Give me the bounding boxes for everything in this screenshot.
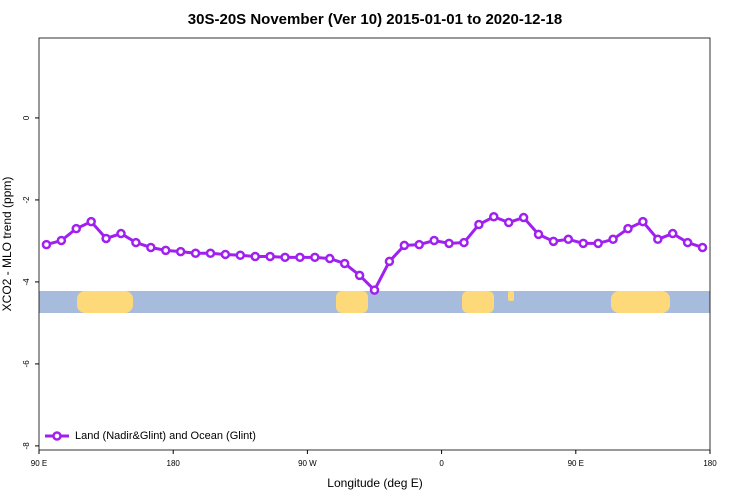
point	[578, 238, 589, 249]
surface-strip	[39, 291, 710, 313]
point	[41, 239, 52, 250]
point	[593, 238, 603, 249]
point	[310, 252, 320, 263]
point	[608, 234, 618, 245]
point	[71, 223, 82, 234]
point	[295, 252, 305, 263]
point	[369, 285, 380, 295]
point	[623, 223, 633, 234]
series-line	[46, 215, 704, 293]
x-tick-label: 90 E	[568, 459, 584, 468]
point	[131, 237, 141, 248]
y-tick-label: -4	[22, 278, 31, 286]
point	[503, 217, 514, 228]
land-patch	[611, 291, 670, 313]
land-patch	[77, 291, 133, 313]
point	[653, 234, 663, 245]
point	[146, 242, 156, 253]
y-tick-label: -6	[22, 360, 31, 368]
point	[235, 250, 246, 261]
point	[459, 237, 469, 248]
point	[399, 240, 410, 251]
ocean-band	[39, 291, 710, 313]
point	[220, 249, 231, 260]
point	[697, 242, 708, 253]
legend-label: Land (Nadir&Glint) and Ocean (Glint)	[75, 430, 256, 442]
y-tick-label: 0	[22, 115, 31, 120]
point	[56, 235, 67, 246]
x-tick-label: 180	[167, 459, 181, 468]
point	[563, 234, 574, 245]
legend-marker	[52, 431, 62, 441]
x-axis-label: Longitude (deg E)	[327, 476, 422, 490]
point	[638, 216, 648, 227]
x-tick-label: 90 E	[31, 459, 47, 468]
land-patch	[462, 291, 494, 313]
point	[86, 216, 96, 227]
y-tick-label: -8	[22, 442, 31, 450]
point	[175, 246, 186, 257]
point	[667, 228, 678, 239]
point	[250, 251, 260, 262]
y-tick-label: -2	[22, 196, 31, 204]
point	[429, 235, 439, 246]
x-tick-label: 0	[439, 459, 444, 468]
land-patch	[336, 291, 368, 313]
x-tick-label: 180	[703, 459, 717, 468]
point	[548, 236, 559, 247]
point	[339, 258, 350, 269]
point	[414, 239, 424, 250]
chart-title: 30S-20S November (Ver 10) 2015-01-01 to …	[188, 11, 562, 28]
point	[533, 229, 544, 240]
y-axis-label: XCO2 - MLO trend (ppm)	[0, 177, 14, 312]
point	[325, 253, 335, 264]
point	[280, 252, 290, 263]
point	[160, 245, 171, 256]
point	[384, 256, 395, 267]
point	[444, 238, 454, 249]
plot-frame	[38, 37, 711, 451]
point	[190, 248, 201, 258]
point	[354, 270, 365, 281]
point	[265, 251, 275, 262]
point	[489, 211, 499, 222]
point	[101, 233, 111, 244]
point	[682, 237, 693, 248]
point	[474, 219, 484, 230]
x-tick-label: 90 W	[298, 459, 317, 468]
point	[205, 248, 216, 258]
point	[116, 228, 126, 239]
land-patch	[508, 291, 514, 301]
point	[518, 212, 529, 223]
